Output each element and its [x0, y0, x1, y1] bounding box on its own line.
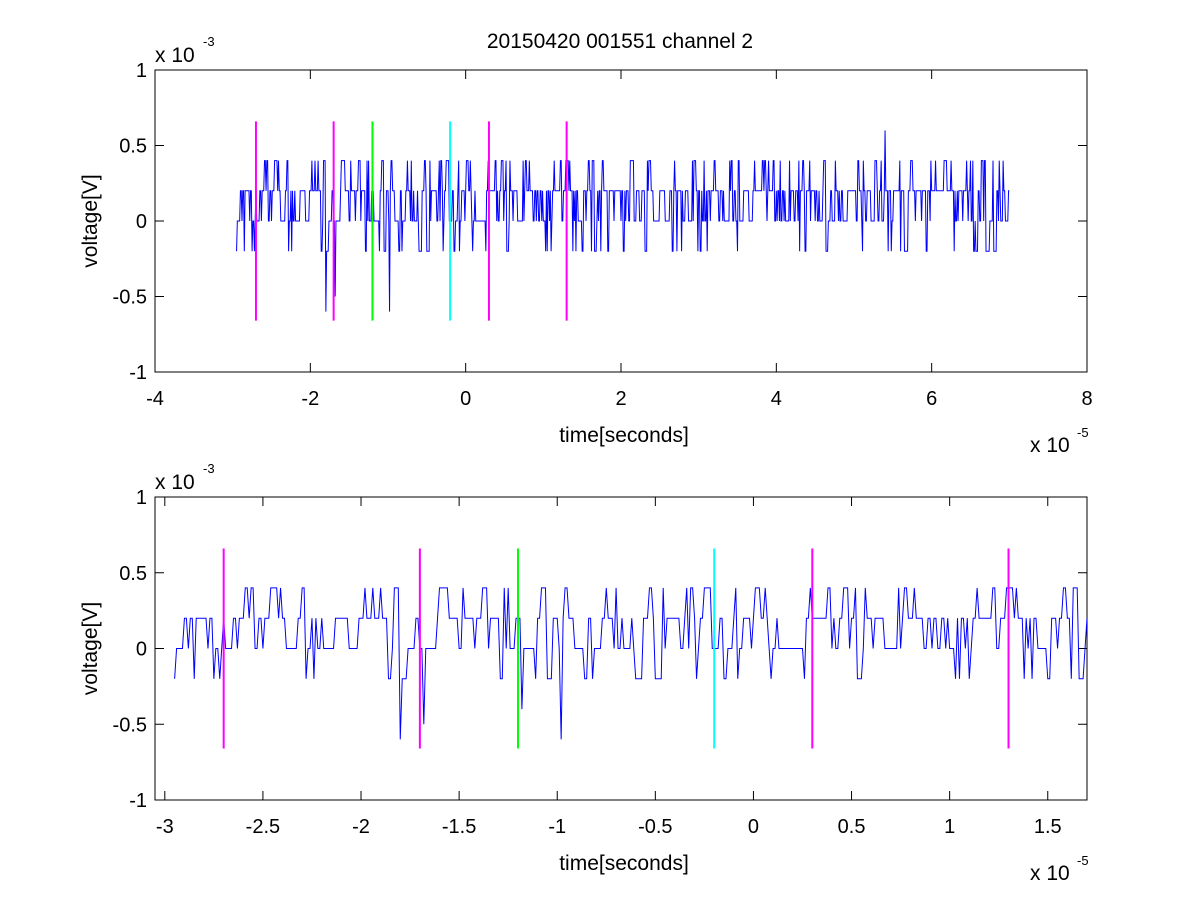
x-tick-label: 0.5: [838, 816, 866, 838]
x-tick-label: -3: [156, 816, 174, 838]
x-tick-label: -1: [548, 816, 566, 838]
y-tick-label: -1: [129, 790, 147, 812]
y-exponent: x 10 -3: [155, 34, 215, 67]
y-axis-label: voltage[V]: [79, 174, 102, 267]
voltage-trace: [174, 587, 1087, 740]
x-tick-label: -2: [352, 816, 370, 838]
x-exponent-label: x 10: [1030, 862, 1070, 885]
x-tick-label: -0.5: [638, 816, 672, 838]
x-tick-label: 1: [944, 816, 955, 838]
x-tick-label: -2: [301, 388, 319, 410]
x-tick-label: 0: [748, 816, 759, 838]
x-tick-label: 8: [1081, 388, 1092, 410]
y-exponent-label: x 10: [155, 471, 195, 494]
y-tick-label: 1: [136, 60, 147, 82]
y-exponent-power: -3: [203, 34, 215, 49]
x-exponent: x 10 -5: [1030, 425, 1089, 457]
x-exponent-power: -5: [1077, 853, 1089, 868]
x-tick-label: -2.5: [246, 816, 280, 838]
x-tick-label: 1.5: [1034, 816, 1062, 838]
x-exponent-label: x 10: [1030, 434, 1070, 457]
y-axis-label: voltage[V]: [79, 602, 102, 695]
y-tick-label: 0: [136, 639, 147, 661]
figure-title: 20150420 001551 channel 2: [487, 30, 753, 53]
x-axis-label: time[seconds]: [559, 424, 689, 447]
x-axis-label: time[seconds]: [559, 852, 689, 875]
y-tick-label: 0.5: [119, 563, 147, 585]
x-tick-label: -4: [146, 388, 164, 410]
y-tick-label: -0.5: [113, 714, 147, 736]
bottom-subplot: -3 -2.5 -2 -1.5 -1 -0.5 0 0.5 1 1.5 -1 -0.5 0 0.5 1 tim…: [79, 461, 1089, 885]
x-tick-label: 0: [460, 388, 471, 410]
x-tick-label: 2: [615, 388, 626, 410]
voltage-trace: [236, 130, 1010, 312]
x-exponent: x 10 -5: [1030, 853, 1089, 885]
y-tick-label: 1: [136, 487, 147, 509]
x-exponent-power: -5: [1077, 425, 1089, 440]
top-subplot: -4 -2 0 2 4 6 8 -1 -0.5 0 0.5 1 time[seconds] voltage…: [79, 34, 1093, 457]
y-tick-label: 0: [136, 211, 147, 233]
y-exponent-power: -3: [203, 461, 215, 476]
y-exponent: x 10 -3: [155, 461, 215, 494]
x-tick-label: -1.5: [442, 816, 476, 838]
y-exponent-label: x 10: [155, 44, 195, 67]
x-tick-label: 4: [771, 388, 782, 410]
y-tick-label: -0.5: [113, 287, 147, 309]
y-tick-label: -1: [129, 362, 147, 384]
y-tick-label: 0.5: [119, 136, 147, 158]
x-tick-label: 6: [926, 388, 937, 410]
